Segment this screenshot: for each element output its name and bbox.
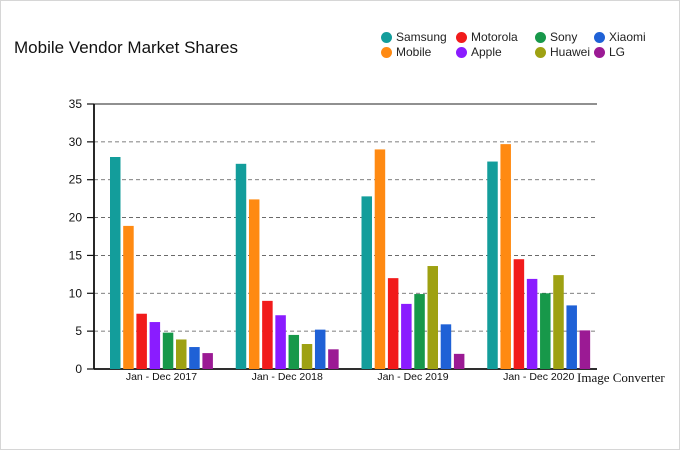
chart-legend: Samsung Motorola Sony Xiaomi Mobile Apple Huaw…: [381, 30, 661, 66]
legend-item-sony: Sony: [535, 30, 577, 44]
legend-label: Sony: [550, 30, 578, 44]
bar-xiaomi: [566, 305, 577, 369]
y-tick-label: 10: [69, 286, 83, 300]
legend-swatch: [594, 46, 605, 58]
bar-samsung: [361, 196, 372, 369]
legend-item-lg: LG: [594, 45, 625, 59]
legend-item-mobile: Mobile: [381, 45, 431, 59]
x-tick-label: Jan - Dec 2017: [126, 371, 197, 383]
bar-lg: [202, 353, 213, 369]
legend-label: Mobile: [396, 45, 432, 59]
legend-item-huawei: Huawei: [535, 45, 590, 59]
legend-label: Apple: [471, 45, 502, 59]
y-tick-label: 30: [69, 135, 83, 149]
watermark-text: Image Converter: [577, 370, 665, 385]
legend-swatch: [535, 46, 546, 58]
legend-item-samsung: Samsung: [381, 30, 447, 44]
bar-samsung: [235, 163, 247, 369]
y-tick-label: 0: [75, 362, 82, 376]
legend-swatch: [456, 46, 467, 58]
bar-sony: [540, 293, 551, 369]
bar-mobile: [500, 144, 511, 369]
bar-xiaomi: [314, 329, 326, 369]
legend-swatch: [381, 46, 392, 58]
x-tick-label: Jan - Dec 2019: [377, 371, 448, 383]
bar-motorola: [136, 313, 147, 369]
bar-apple: [401, 303, 412, 369]
y-tick-label: 20: [69, 211, 83, 225]
bar-huawei: [301, 344, 313, 369]
x-tick-label: Jan - Dec 2020: [503, 371, 574, 383]
legend-label: Xiaomi: [609, 30, 646, 44]
legend-item-motorola: Motorola: [456, 30, 518, 44]
legend-item-apple: Apple: [456, 45, 502, 59]
bar-xiaomi: [440, 324, 452, 369]
legend-item-xiaomi: Xiaomi: [594, 30, 646, 44]
bar-samsung: [487, 161, 498, 369]
y-tick-label: 5: [75, 324, 82, 338]
bar-sony: [414, 294, 425, 369]
bar-apple: [526, 278, 538, 369]
legend-swatch: [381, 31, 392, 43]
bar-apple: [149, 322, 161, 369]
legend-label: Samsung: [396, 30, 447, 44]
x-tick-label: Jan - Dec 2018: [252, 371, 323, 383]
bar-mobile: [374, 149, 386, 369]
bar-lg: [453, 353, 465, 369]
y-tick-label: 25: [69, 173, 83, 187]
bar-motorola: [262, 300, 273, 369]
bar-motorola: [387, 278, 399, 369]
bar-lg: [328, 349, 339, 369]
legend-label: LG: [609, 45, 626, 59]
bar-samsung: [110, 157, 121, 369]
y-tick-label: 35: [69, 97, 83, 111]
bar-lg: [579, 330, 591, 369]
bar-xiaomi: [189, 347, 200, 369]
legend-swatch: [594, 31, 605, 43]
bar-huawei: [427, 266, 438, 369]
bar-sony: [162, 332, 174, 369]
chart-title: Mobile Vendor Market Shares: [14, 38, 238, 57]
legend-swatch: [535, 31, 546, 43]
bar-motorola: [513, 259, 525, 369]
legend-label: Motorola: [471, 30, 518, 44]
bar-mobile: [248, 199, 260, 369]
bar-huawei: [176, 339, 187, 369]
bar-sony: [288, 334, 300, 369]
bar-mobile: [123, 225, 134, 369]
y-tick-label: 15: [69, 248, 83, 262]
bar-huawei: [553, 275, 564, 369]
bar-apple: [275, 315, 286, 369]
legend-swatch: [456, 31, 467, 43]
legend-label: Huawei: [550, 45, 591, 59]
